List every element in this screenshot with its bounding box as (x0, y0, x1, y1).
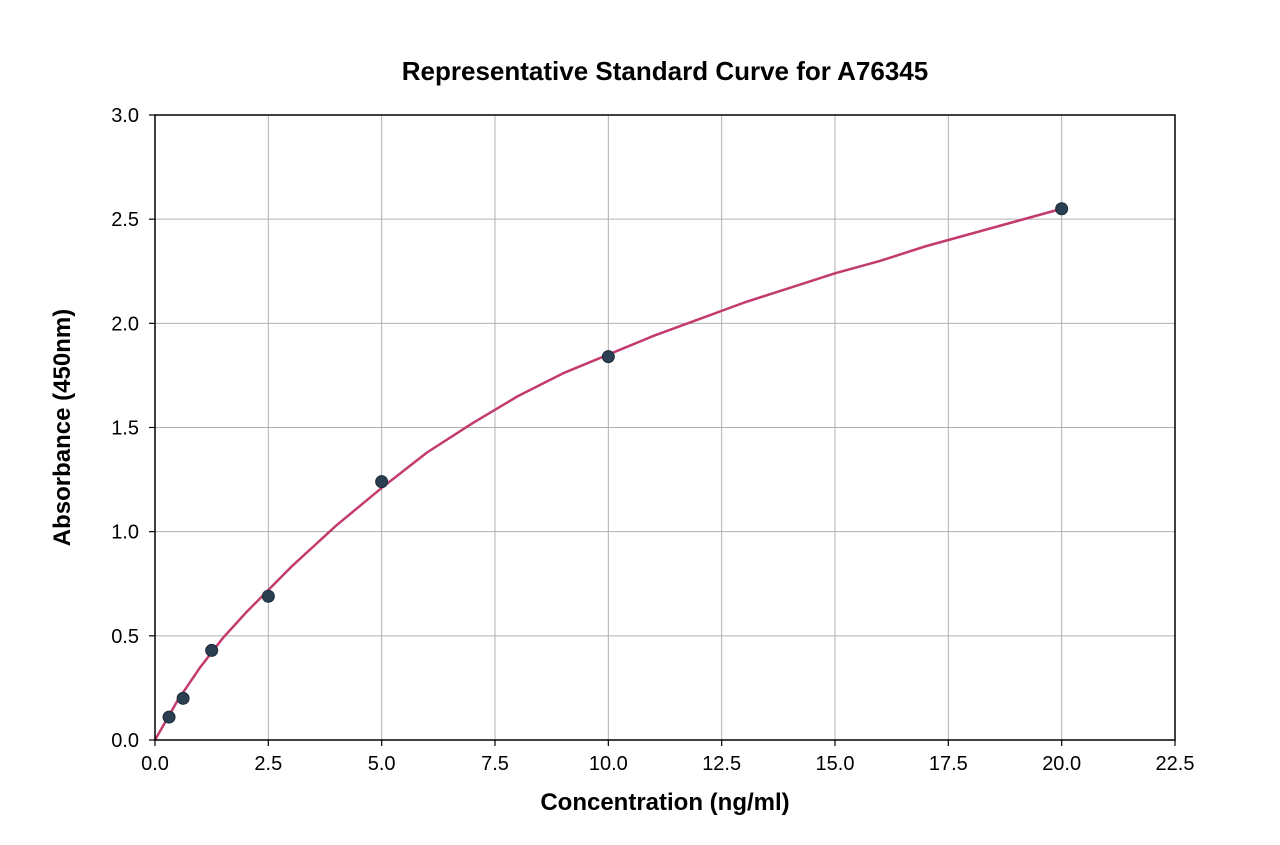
chart-background (0, 0, 1280, 845)
chart-title: Representative Standard Curve for A76345 (402, 56, 928, 86)
data-point-marker (376, 476, 388, 488)
y-tick-label: 2.5 (111, 209, 139, 231)
y-tick-label: 3.0 (111, 105, 139, 127)
y-tick-label: 0.5 (111, 626, 139, 648)
data-point-marker (1056, 203, 1068, 215)
x-tick-label: 12.5 (702, 753, 741, 775)
data-point-marker (163, 711, 175, 723)
y-axis-label: Absorbance (450nm) (49, 309, 76, 546)
data-point-marker (262, 590, 274, 602)
x-tick-label: 17.5 (929, 753, 968, 775)
data-point-marker (177, 692, 189, 704)
x-axis-label: Concentration (ng/ml) (540, 789, 789, 816)
y-tick-label: 1.0 (111, 522, 139, 544)
y-tick-label: 1.5 (111, 418, 139, 440)
x-tick-label: 0.0 (141, 753, 169, 775)
x-tick-label: 22.5 (1156, 753, 1195, 775)
x-tick-label: 5.0 (368, 753, 396, 775)
y-tick-label: 2.0 (111, 313, 139, 335)
data-point-marker (602, 351, 614, 363)
chart-svg: 0.0 2.5 5.0 7.5 10.0 12.5 15.0 17.5 20.0 22.5 0.0 0… (0, 0, 1280, 845)
x-tick-label: 15.0 (816, 753, 855, 775)
x-tick-label: 20.0 (1042, 753, 1081, 775)
x-tick-label: 7.5 (481, 753, 509, 775)
chart-container: 0.0 2.5 5.0 7.5 10.0 12.5 15.0 17.5 20.0 22.5 0.0 0… (0, 0, 1280, 845)
y-tick-label: 0.0 (111, 730, 139, 752)
data-point-marker (206, 644, 218, 656)
x-tick-label: 2.5 (254, 753, 282, 775)
x-tick-label: 10.0 (589, 753, 628, 775)
